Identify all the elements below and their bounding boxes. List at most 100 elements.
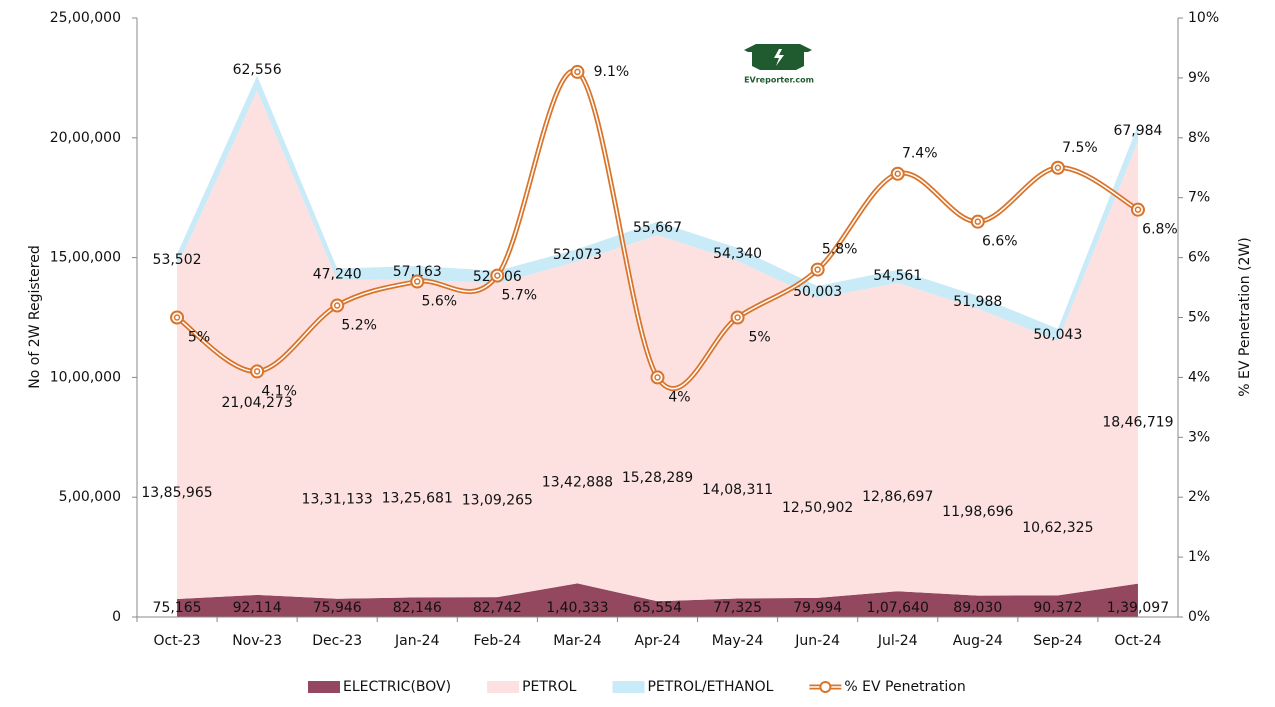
line-point (890, 166, 905, 181)
line-point (410, 274, 425, 289)
x-tick-label: Feb-24 (474, 633, 522, 649)
legend-swatch-point (819, 681, 832, 693)
x-tick-label: Dec-23 (312, 633, 362, 649)
data-label: 10,62,325 (1022, 520, 1093, 536)
y2-axis-title: % EV Penetration (2W) (1237, 237, 1253, 396)
data-label: 82,146 (393, 600, 442, 616)
line-label: 5.2% (341, 318, 377, 334)
data-label: 13,31,133 (302, 491, 373, 507)
data-label: 12,50,902 (782, 500, 853, 516)
line-point-dot (494, 272, 501, 279)
area (177, 90, 1138, 602)
y2-tick-label: 4% (1188, 369, 1210, 385)
line-label: 5.8% (822, 242, 858, 258)
line-point-dot (574, 68, 581, 76)
data-label: 13,42,888 (542, 474, 613, 490)
line-label: 6.8% (1142, 222, 1178, 238)
data-label: 67,984 (1113, 123, 1162, 139)
data-label: 21,04,273 (221, 395, 292, 411)
line-point-dot (734, 314, 741, 321)
data-label: 55,667 (633, 220, 682, 236)
y2-tick-label: 9% (1188, 70, 1210, 86)
y2-tick-label: 3% (1188, 429, 1210, 445)
legend-label: ELECTRIC(BOV) (343, 679, 451, 695)
line-point (730, 310, 745, 325)
y2-tick-label: 5% (1188, 310, 1210, 326)
data-label: 11,98,696 (942, 504, 1013, 520)
line-point (250, 364, 265, 379)
line-label: 7.4% (902, 146, 938, 162)
x-tick-label: Jan-24 (394, 633, 440, 649)
y2-tick-label: 6% (1188, 250, 1210, 266)
y2-tick-label: 1% (1188, 549, 1210, 565)
x-tick-label: Oct-24 (1114, 633, 1161, 649)
line-label: 7.5% (1062, 140, 1098, 156)
data-label: 75,165 (153, 600, 202, 616)
logo: EVreporter.com (744, 44, 814, 85)
y-tick-label: 25,00,000 (50, 10, 121, 26)
line-point (330, 298, 345, 313)
line-label: 5% (748, 330, 770, 346)
x-tick-label: Oct-23 (153, 633, 200, 649)
data-label: 13,85,965 (141, 485, 212, 501)
y2-tick-label: 8% (1188, 130, 1210, 146)
data-label: 77,325 (713, 600, 762, 616)
data-label: 13,25,681 (382, 491, 453, 507)
x-tick-label: Nov-23 (232, 633, 282, 649)
data-label: 92,114 (233, 600, 282, 616)
line-label: 5.7% (502, 288, 538, 304)
y-tick-label: 20,00,000 (50, 130, 121, 146)
data-label: 75,946 (313, 600, 362, 616)
line-point-dot (253, 368, 261, 375)
line-point (570, 64, 585, 79)
data-label: 50,043 (1033, 327, 1082, 343)
x-tick-label: Jul-24 (877, 633, 918, 649)
logo-text: EVreporter.com (744, 76, 814, 85)
line-label: 5% (188, 330, 210, 346)
line-point-dot (814, 266, 821, 273)
data-label: 52,073 (553, 247, 602, 263)
line-point (1050, 160, 1065, 175)
data-label: 54,340 (713, 246, 762, 262)
line-point (1130, 202, 1145, 217)
line-point-dot (414, 278, 421, 285)
x-tick-label: Mar-24 (553, 633, 601, 649)
y-tick-label: 5,00,000 (59, 489, 121, 505)
legend-label: % EV Penetration (844, 679, 965, 695)
line-point-dot (894, 170, 901, 177)
area (177, 583, 1138, 617)
data-label: 1,39,097 (1107, 600, 1169, 616)
x-tick-label: Aug-24 (953, 633, 1003, 649)
line-label: 4% (668, 389, 690, 405)
y-tick-label: 0 (112, 609, 121, 625)
y-tick-label: 15,00,000 (50, 250, 121, 266)
line-point-dot (173, 314, 181, 321)
line-point-dot (1054, 164, 1062, 171)
x-tick-label: May-24 (712, 633, 764, 649)
line-label: 4.1% (261, 383, 297, 399)
data-label: 62,556 (233, 62, 282, 78)
data-label: 12,86,697 (862, 489, 933, 505)
x-tick-label: Sep-24 (1033, 633, 1082, 649)
legend-swatch (487, 681, 520, 693)
line-label: 6.6% (982, 234, 1018, 250)
line-point-dot (974, 218, 982, 225)
logo-bolt (774, 49, 784, 66)
legend-label: PETROL (522, 679, 577, 695)
y2-tick-label: 2% (1188, 489, 1210, 505)
data-label: 89,030 (953, 600, 1002, 616)
data-label: 14,08,311 (702, 482, 773, 498)
line-point-dot (1134, 206, 1142, 213)
y2-tick-label: 0% (1188, 609, 1210, 625)
data-label: 47,240 (313, 267, 362, 283)
data-label: 82,742 (473, 600, 522, 616)
line-point-dot (333, 302, 341, 309)
line-inner (176, 70, 1139, 390)
x-tick-label: Jun-24 (794, 633, 840, 649)
y-tick-label: 10,00,000 (50, 369, 121, 385)
y-axis-title: No of 2W Registered (27, 245, 43, 388)
data-label: 1,07,640 (867, 600, 929, 616)
legend-swatch (612, 681, 645, 693)
line-point-dot (654, 374, 661, 381)
